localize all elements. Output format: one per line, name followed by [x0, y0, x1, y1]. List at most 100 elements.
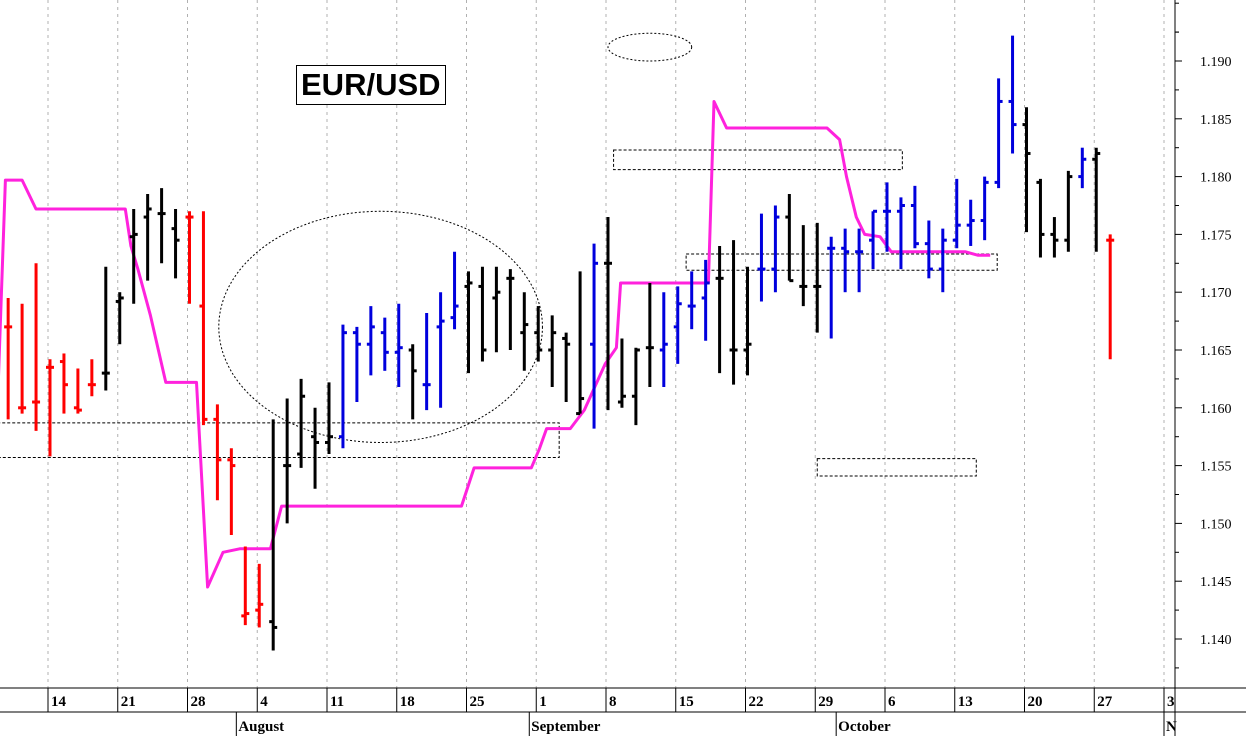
ohlc-bar	[701, 259, 710, 341]
ohlc-bar	[46, 359, 54, 457]
ohlc-bar	[171, 208, 180, 279]
ohlc-bar	[673, 286, 682, 364]
ohlc-bar	[576, 271, 585, 416]
y-axis-tick-label: 1.170	[1200, 286, 1232, 301]
ohlc-bar	[311, 407, 320, 489]
y-axis-tick-label: 1.165	[1200, 344, 1232, 359]
ohlc-bar	[631, 347, 640, 426]
x-axis-tick-label: 22	[749, 694, 764, 710]
ohlc-bar	[255, 563, 264, 628]
x-axis-tick-label: 29	[818, 694, 833, 710]
ohlc-bar	[938, 228, 947, 293]
ohlc-bar	[1078, 147, 1087, 189]
x-axis-tick-label: 6	[888, 694, 896, 710]
y-axis-tick-label: 1.175	[1200, 228, 1232, 243]
x-axis-tick-label: 27	[1097, 694, 1113, 710]
x-axis-tick-label: 8	[609, 694, 617, 710]
y-axis-tick-label: 1.180	[1200, 171, 1232, 186]
x-axis-tick-label: 15	[679, 694, 694, 710]
x-axis-month-label: N	[1166, 719, 1177, 735]
x-axis-tick-label: 28	[191, 694, 206, 710]
x-axis-tick-labels: 14 21 28 4 11 18 25 1 8 15 22 29 6 13 20 27 3	[51, 694, 1175, 710]
x-axis-tick-label: 14	[51, 694, 67, 710]
ohlc-bar	[604, 217, 612, 411]
y-axis-tick-label: 1.155	[1200, 460, 1232, 475]
ohlc-bar	[283, 398, 292, 524]
ohlc-bar	[687, 271, 696, 330]
ohlc-bar	[562, 332, 571, 403]
ohlc-bar	[101, 266, 110, 391]
ohlc-bar	[1036, 178, 1045, 258]
ohlc-bar	[436, 292, 445, 408]
ohlc-bar	[450, 251, 459, 330]
ohlc-bar	[729, 240, 738, 385]
y-axis-tick-label: 1.185	[1200, 113, 1232, 128]
ohlc-bar	[115, 292, 124, 345]
ohlc-bar	[143, 193, 152, 281]
ohlc-bar	[338, 324, 347, 449]
ohlc-bar	[757, 213, 766, 302]
range-box	[613, 149, 903, 171]
ohlc-bar	[408, 344, 417, 420]
ohlc-bar	[841, 228, 850, 293]
ohlc-bar	[18, 303, 27, 414]
ellipse-annotation	[218, 210, 543, 443]
ohlc-bar	[743, 266, 752, 376]
x-axis-month-label: September	[531, 719, 600, 735]
ohlc-bar	[883, 182, 891, 252]
ohlc-bar	[492, 266, 501, 353]
ohlc-bar	[659, 292, 668, 387]
ohlc-bar	[952, 178, 961, 249]
y-axis-tick-label: 1.190	[1200, 55, 1232, 70]
ohlc-bar	[157, 188, 166, 264]
ohlc-bar	[520, 292, 529, 371]
ohlc-bar	[855, 228, 864, 293]
ohlc-bar	[1022, 107, 1031, 233]
range-box	[816, 458, 977, 477]
y-axis-tick-labels: 1.140 1.145 1.150 1.155 1.160 1.165 1.170 1.175…	[1200, 55, 1232, 648]
ohlc-bar	[771, 205, 780, 293]
ohlc-bar	[980, 176, 989, 241]
ohlc-bar	[924, 220, 933, 279]
ohlc-bar	[534, 306, 543, 362]
chart-title: EUR/USD	[296, 65, 446, 105]
ohlc-bar	[506, 269, 515, 350]
y-axis-tick-label: 1.150	[1200, 517, 1232, 532]
ohlc-bar	[1092, 147, 1101, 252]
ellipse-annotation	[607, 32, 693, 62]
x-axis-month-label: October	[838, 719, 891, 735]
ohlc-bar	[617, 338, 626, 408]
ohlc-bar	[32, 263, 41, 431]
ohlc-bar	[785, 193, 794, 283]
ohlc-bar	[910, 185, 919, 249]
range-box	[0, 422, 560, 459]
x-axis-month-labels: August September October N	[238, 719, 1177, 735]
x-axis-tick-label: 4	[260, 694, 268, 710]
range-box	[685, 253, 998, 271]
ohlc-bar	[73, 368, 82, 414]
x-axis-tick-label: 11	[330, 694, 344, 710]
x-axis-tick-label: 18	[400, 694, 415, 710]
ohlc-bar	[129, 208, 138, 304]
ohlc-bar	[1050, 217, 1059, 258]
ohlc-bar	[241, 546, 250, 626]
ohlc-bars	[4, 35, 1115, 651]
ohlc-bar	[1064, 170, 1073, 252]
ohlc-bar	[869, 209, 878, 270]
ohlc-bar	[269, 419, 278, 651]
x-axis-tick-label: 3	[1167, 694, 1175, 710]
ohlc-bar	[227, 448, 236, 535]
ohlc-bar	[297, 378, 306, 468]
ohlc-bar	[813, 222, 822, 333]
ohlc-bar	[548, 315, 557, 387]
x-axis-tick-label: 21	[121, 694, 136, 710]
ohlc-bar	[799, 225, 808, 307]
x-axis-tick-label: 25	[470, 694, 485, 710]
x-axis-tick-label: 13	[958, 694, 973, 710]
ohlc-bar	[715, 245, 724, 374]
ohlc-bar	[87, 359, 96, 397]
ohlc-bar	[1008, 35, 1017, 154]
ohlc-bar	[366, 306, 375, 376]
